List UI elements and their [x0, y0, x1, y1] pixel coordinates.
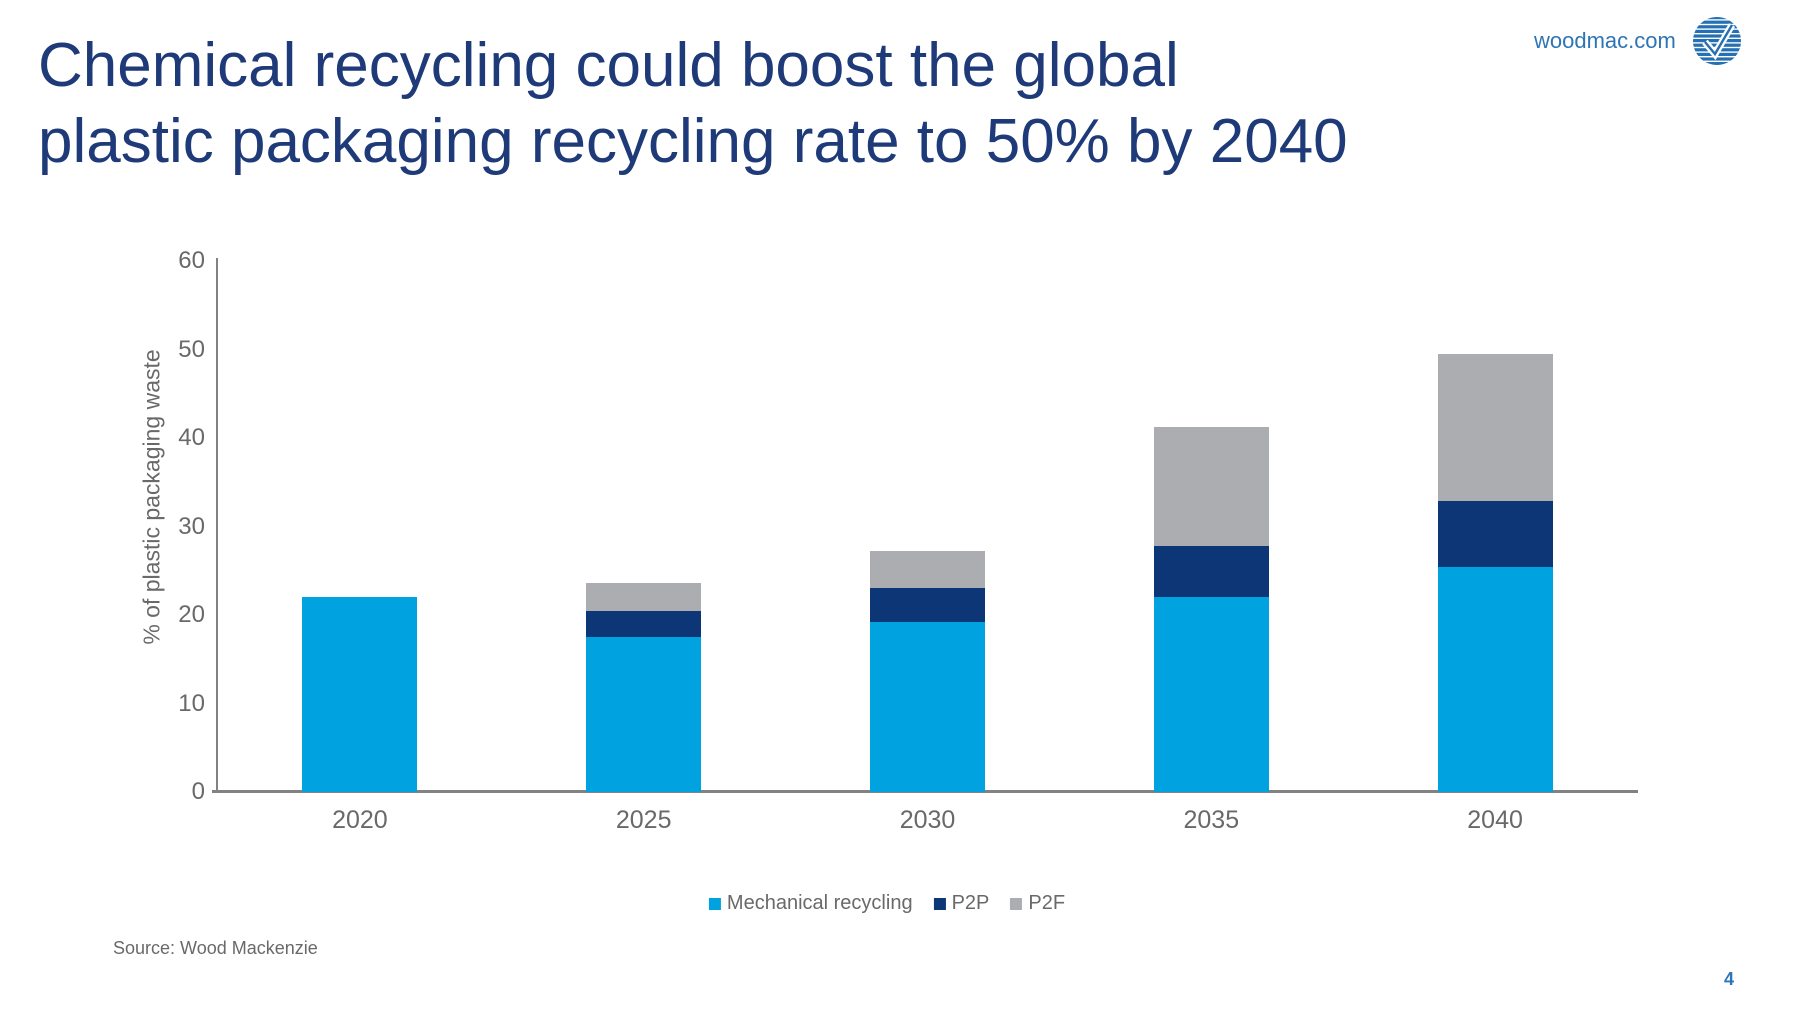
bar-segment-mechanical-recycling-2040 — [1437, 567, 1553, 792]
x-tick-label-2030: 2030 — [899, 806, 956, 834]
bar-segment-p2p-2040 — [1437, 500, 1553, 568]
woodmac-verisk-logo-icon — [1693, 17, 1741, 65]
chart-legend: Mechanical recycling P2P P2F — [708, 892, 1065, 915]
y-tick-label-60: 60 — [178, 247, 205, 274]
bar-segment-mechanical-recycling-2025 — [586, 637, 702, 792]
plot-area: 2020 2025 2030 2035 2040 — [218, 261, 1637, 834]
y-tick-label-30: 30 — [178, 512, 205, 540]
legend-item-p2p: P2P — [933, 892, 990, 915]
legend-label-p2p: P2P — [951, 892, 990, 914]
bar-segment-mechanical-recycling-2020 — [302, 597, 418, 792]
bar-segment-mechanical-recycling-2030 — [870, 622, 985, 792]
bar-segment-p2p-2030 — [870, 587, 985, 623]
page-title: Chemical recycling could boost the globa… — [38, 28, 1348, 180]
legend-item-mechanical-recycling: Mechanical recycling — [708, 892, 913, 915]
page-title-line-2: plastic packaging recycling rate to 50% … — [38, 107, 1348, 176]
y-tick-label-0: 0 — [191, 778, 205, 805]
legend-label-p2f: P2F — [1028, 892, 1066, 914]
y-tick-label-40: 40 — [178, 424, 205, 451]
legend-swatch-p2p — [933, 897, 946, 910]
bar-segment-p2f-2030 — [870, 551, 985, 588]
y-axis-line — [216, 258, 218, 792]
bar-segment-p2f-2040 — [1437, 353, 1553, 501]
bar-segment-p2p-2035 — [1153, 545, 1269, 598]
legend-swatch-p2f — [1010, 897, 1023, 910]
x-tick-label-2025: 2025 — [615, 806, 672, 834]
x-tick-label-2035: 2035 — [1183, 806, 1240, 834]
source-note: Source: Wood Mackenzie — [113, 938, 318, 958]
x-tick-label-2020: 2020 — [332, 806, 388, 834]
bar-segment-mechanical-recycling-2035 — [1153, 597, 1269, 792]
legend-label-mechanical-recycling: Mechanical recycling — [726, 892, 913, 914]
bar-segment-p2p-2025 — [586, 610, 702, 638]
y-tick-label-10: 10 — [178, 689, 205, 717]
logo-striped-globe — [1693, 17, 1741, 65]
legend-item-p2f: P2F — [1010, 892, 1065, 915]
legend-swatch-mechanical-recycling — [708, 897, 721, 910]
bar-segment-p2f-2025 — [586, 583, 702, 611]
y-tick-label-50: 50 — [178, 335, 205, 363]
site-label: woodmac.com — [1534, 28, 1676, 53]
bar-segment-p2f-2035 — [1153, 427, 1269, 546]
page-number: 4 — [1724, 969, 1735, 989]
x-tick-label-2040: 2040 — [1467, 806, 1523, 834]
page-title-line-1: Chemical recycling could boost the globa… — [38, 31, 1179, 100]
y-axis: 0 10 20 30 40 50 60 — [118, 247, 205, 805]
y-tick-label-20: 20 — [178, 601, 205, 628]
